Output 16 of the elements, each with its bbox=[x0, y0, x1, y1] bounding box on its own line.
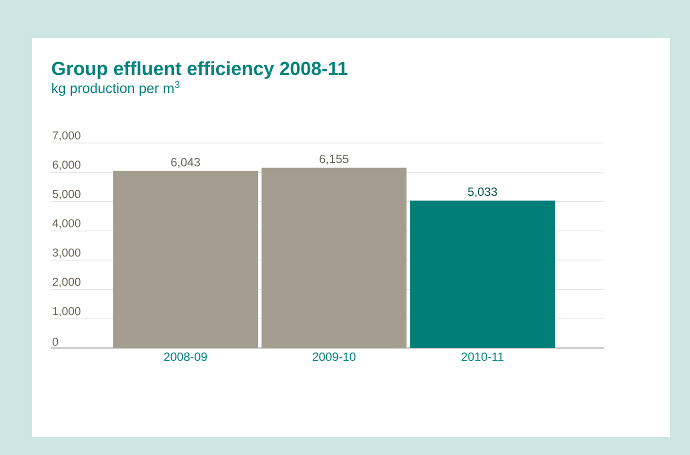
y-tick-label: 3,000 bbox=[52, 248, 80, 258]
x-tick-label: 2009-10 bbox=[312, 352, 356, 361]
y-tick-label: 4,000 bbox=[52, 219, 80, 229]
x-tick-label: 2008-09 bbox=[164, 352, 207, 361]
data-label: 6,043 bbox=[171, 158, 200, 168]
data-label: 6,155 bbox=[320, 154, 348, 165]
y-tick-label: 1,000 bbox=[53, 307, 80, 317]
y-tick-label: 2,000 bbox=[52, 278, 80, 288]
chart-title: Group effluent efficiency 2008-11 bbox=[52, 61, 348, 79]
y-tick-label: 6,000 bbox=[52, 160, 80, 170]
x-tick-label: 2010-11 bbox=[462, 352, 504, 361]
data-label: 5,033 bbox=[468, 188, 497, 198]
y-tick-label: 7,000 bbox=[52, 131, 80, 141]
y-tick-label: 0 bbox=[52, 338, 58, 346]
y-tick-label: 5,000 bbox=[52, 190, 80, 200]
chart-subtitle: kg production per m$^{3}$ bbox=[52, 80, 180, 96]
